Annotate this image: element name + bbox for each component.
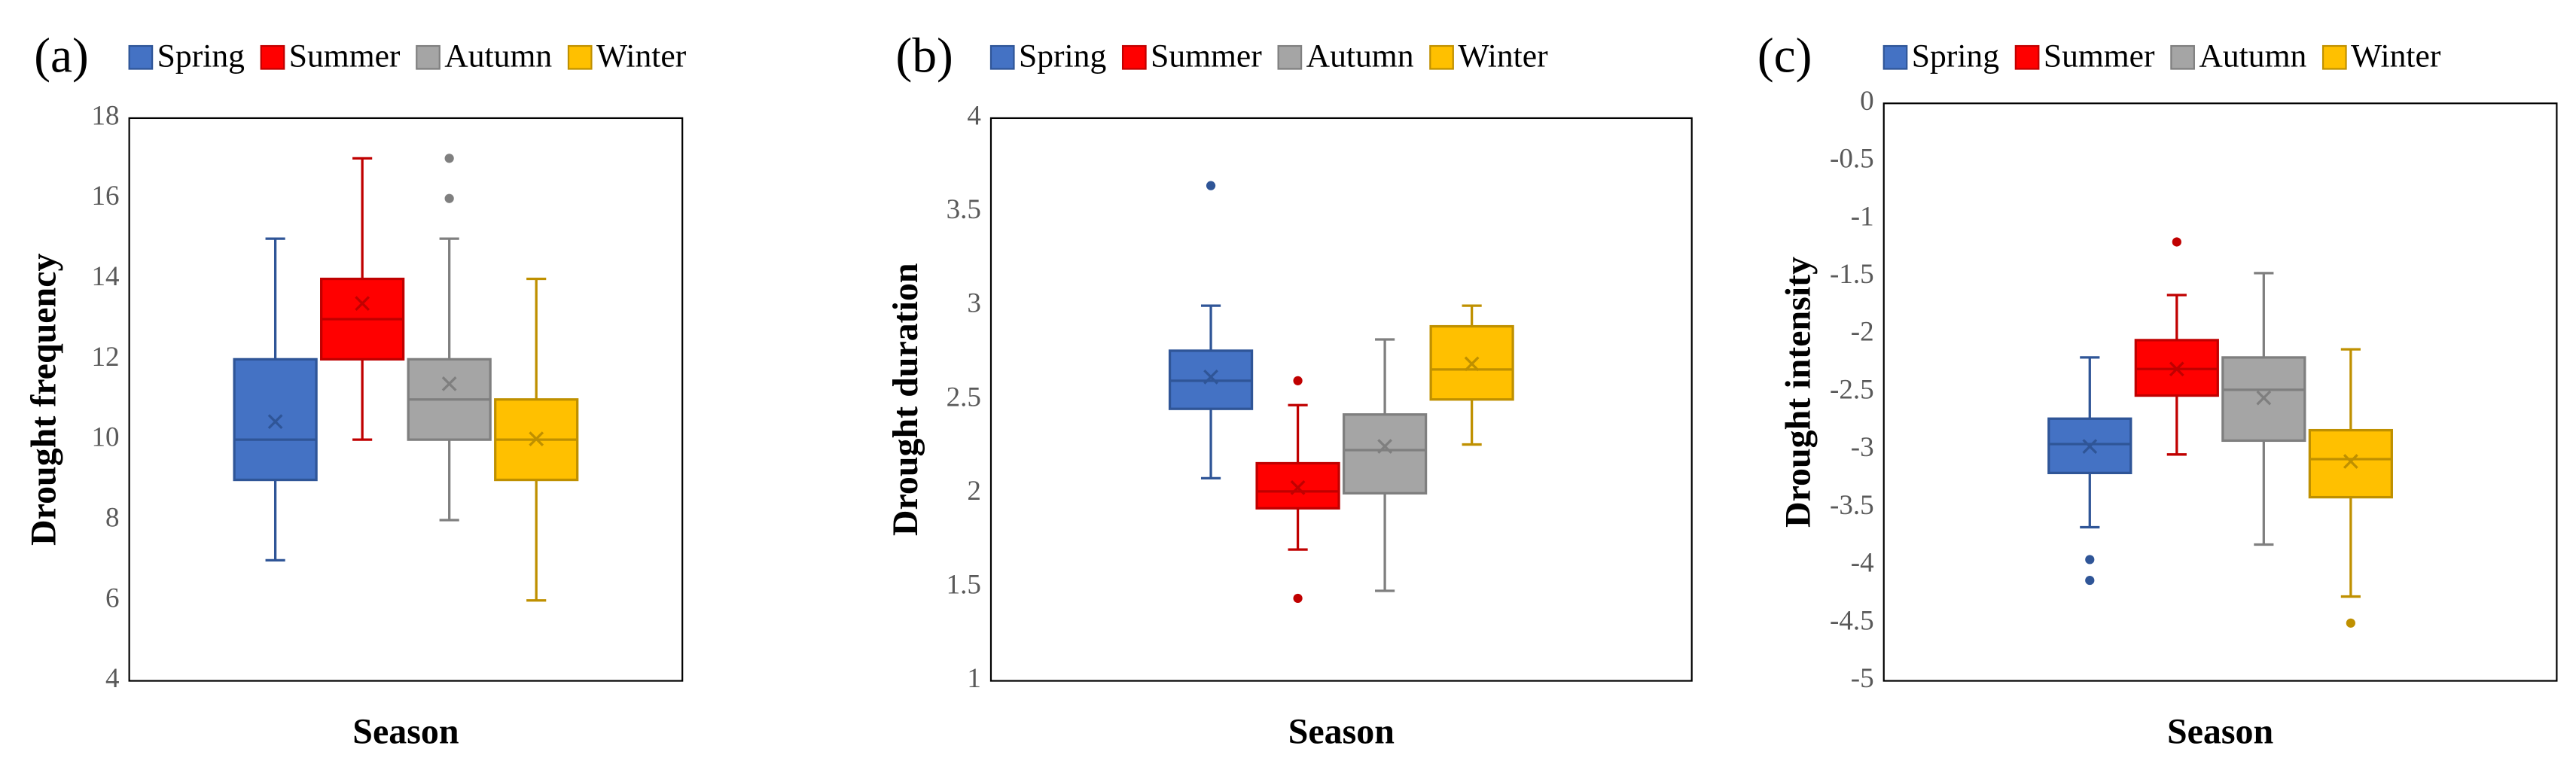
- legend-swatch: [2014, 44, 2040, 70]
- legend-swatch: [416, 44, 441, 70]
- mean-marker: [529, 431, 544, 446]
- y-tick-label: 4: [105, 663, 120, 694]
- y-tick-label: 2: [967, 476, 981, 507]
- mean-marker: [2082, 439, 2098, 454]
- box: [233, 358, 318, 482]
- y-tick-label: -4: [1851, 548, 1874, 579]
- mean-marker: [2169, 361, 2184, 377]
- mean-marker: [1203, 369, 1218, 385]
- y-tick-label: 0: [1860, 86, 1874, 117]
- y-tick-label: 16: [92, 181, 120, 211]
- box: [1255, 461, 1340, 510]
- mean-marker: [355, 296, 370, 312]
- plot-area: [989, 117, 1693, 682]
- legend-label: Autumn: [444, 38, 552, 74]
- outlier: [1293, 593, 1303, 604]
- legend-swatch: [2321, 44, 2347, 70]
- y-tick-label: 3: [967, 288, 981, 319]
- y-tick-label: -1.5: [1830, 259, 1874, 290]
- outlier: [1206, 181, 1216, 190]
- y-tick-label: 8: [105, 502, 120, 533]
- panel-label: (c): [1757, 29, 1812, 84]
- x-axis-label: Season: [2167, 712, 2273, 752]
- legend-label: Autumn: [2199, 38, 2306, 74]
- legend-label: Winter: [1458, 38, 1548, 74]
- y-tick-label: 12: [92, 342, 120, 373]
- legend-label: Spring: [1912, 38, 1999, 74]
- legend-label: Summer: [2044, 38, 2155, 74]
- outlier: [444, 154, 454, 163]
- legend-label: Spring: [1019, 38, 1106, 74]
- panel-label: (a): [34, 29, 89, 84]
- legend-label: Winter: [2351, 38, 2441, 74]
- legend-label: Summer: [289, 38, 401, 74]
- y-axis-label: Drought duration: [886, 263, 925, 536]
- y-tick-label: 3.5: [947, 194, 981, 225]
- y-axis-label: Drought intensity: [1779, 257, 1818, 528]
- legend-swatch: [1121, 44, 1147, 70]
- legend-label: Winter: [596, 38, 687, 74]
- y-tick-label: 10: [92, 422, 120, 453]
- mean-marker: [1290, 480, 1306, 495]
- y-axis-label: Drought frequency: [24, 254, 64, 546]
- outlier: [2346, 618, 2355, 628]
- y-tick-label: -2: [1851, 317, 1874, 348]
- mean-marker: [1464, 356, 1480, 372]
- outlier: [2085, 555, 2095, 565]
- legend-swatch: [1429, 44, 1454, 70]
- outlier: [444, 193, 454, 203]
- y-tick-label: 14: [92, 261, 120, 292]
- outlier: [2172, 237, 2181, 247]
- legend-swatch: [1277, 44, 1303, 70]
- outlier: [1293, 376, 1303, 385]
- y-tick-label: -0.5: [1830, 144, 1874, 175]
- y-tick-label: -1: [1851, 201, 1874, 232]
- mean-marker: [2343, 454, 2358, 469]
- legend-swatch: [989, 44, 1015, 70]
- y-tick-label: -4.5: [1830, 605, 1874, 636]
- outlier: [2085, 575, 2095, 586]
- y-tick-label: 18: [92, 100, 120, 131]
- legend-swatch: [2170, 44, 2195, 70]
- y-tick-label: 6: [105, 583, 120, 613]
- mean-marker: [267, 414, 283, 430]
- y-tick-label: 1.5: [947, 569, 981, 600]
- y-tick-label: 2.5: [947, 382, 981, 412]
- box: [2308, 428, 2393, 499]
- y-tick-label: -2.5: [1830, 374, 1874, 405]
- legend-label: Autumn: [1306, 38, 1414, 74]
- panel-label: (b): [896, 29, 953, 84]
- x-axis-label: Season: [1288, 712, 1395, 752]
- mean-marker: [1377, 439, 1392, 454]
- legend-swatch: [260, 44, 285, 70]
- box: [1342, 413, 1428, 495]
- legend-swatch: [1882, 44, 1908, 70]
- y-tick-label: 4: [967, 100, 981, 131]
- y-tick-label: -3: [1851, 432, 1874, 463]
- y-tick-label: -5: [1851, 663, 1874, 694]
- legend-swatch: [128, 44, 154, 70]
- mean-marker: [2256, 390, 2272, 406]
- plot-area: [128, 117, 684, 682]
- y-tick-label: 1: [967, 663, 981, 694]
- legend-label: Spring: [157, 38, 245, 74]
- x-axis-label: Season: [352, 712, 459, 752]
- mean-marker: [441, 376, 457, 391]
- legend-label: Summer: [1151, 38, 1262, 74]
- y-tick-label: -3.5: [1830, 490, 1874, 521]
- plot-area: [1882, 102, 2558, 682]
- legend-swatch: [567, 44, 593, 70]
